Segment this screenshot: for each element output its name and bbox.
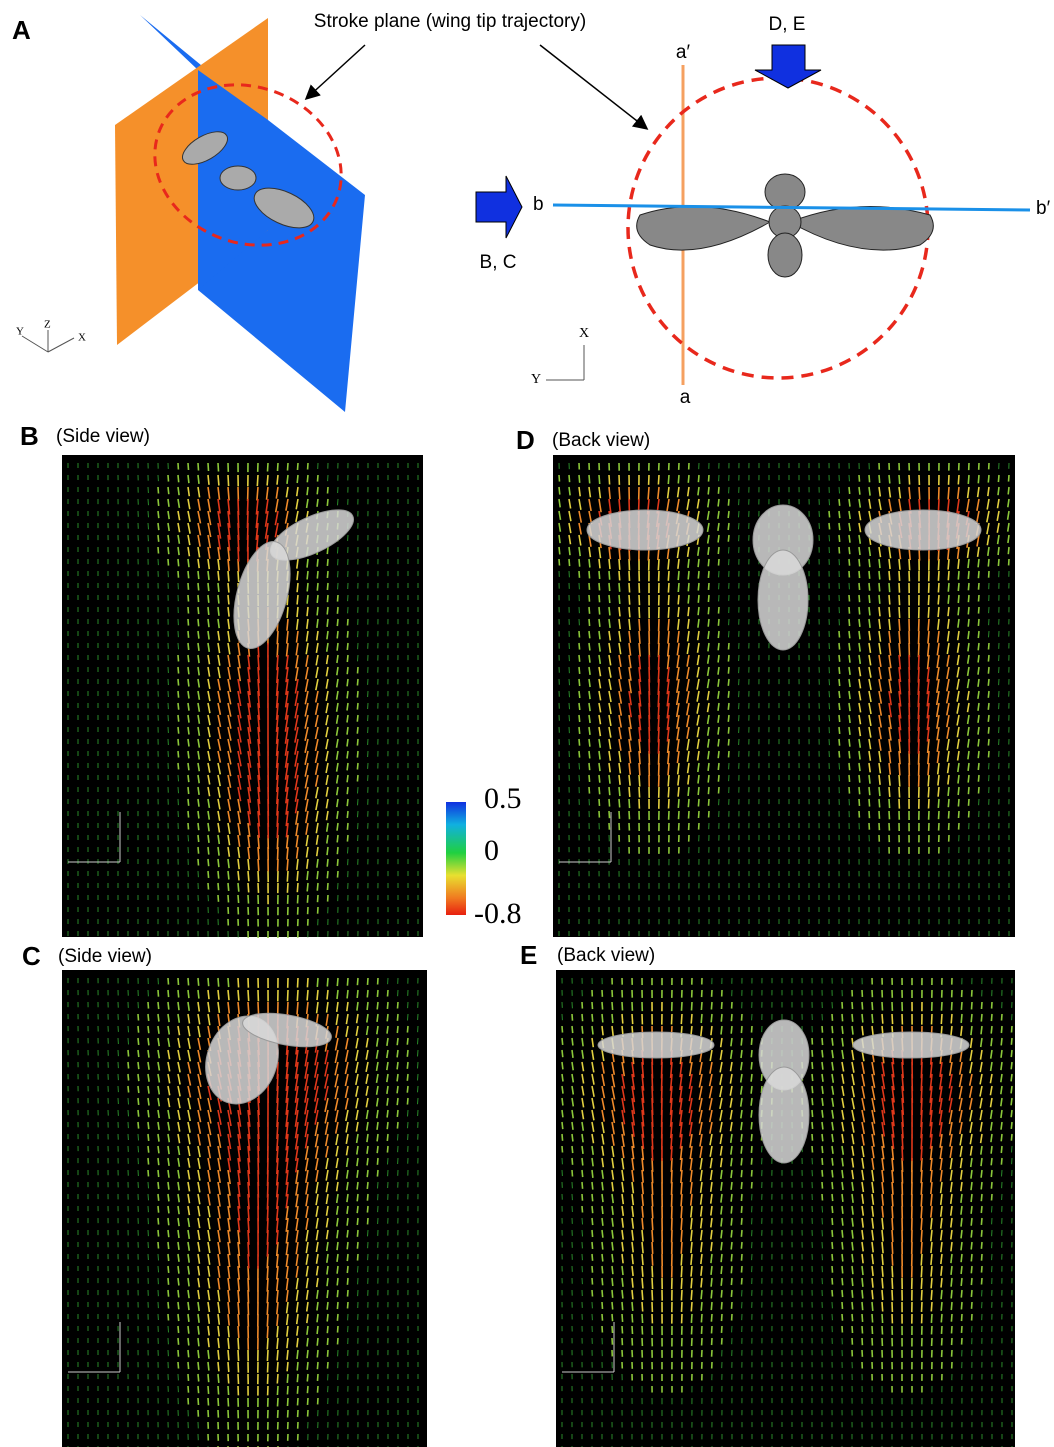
axis-label: Z	[44, 319, 51, 331]
view-label: D, E	[769, 14, 806, 35]
flow-panel	[62, 455, 423, 937]
callout-arrow	[307, 45, 365, 98]
axis-label: X	[78, 332, 86, 344]
view-arrow	[476, 176, 522, 238]
axis-label: Y	[531, 372, 541, 387]
plane-label: a	[680, 387, 691, 408]
figure: A Stroke plane (wing tip trajectory) Y Z…	[0, 0, 1054, 1447]
insect-model	[598, 1032, 714, 1058]
page: A Stroke plane (wing tip trajectory) Y Z…	[0, 0, 1054, 1447]
colorbar	[446, 802, 466, 915]
insect-model	[853, 1032, 969, 1058]
axis-triad	[546, 345, 584, 380]
flow-fields	[62, 455, 1015, 1447]
callout-arrow	[540, 45, 646, 128]
panel-caption: (Side view)	[58, 946, 152, 967]
plane-label: a′	[676, 42, 691, 63]
plane-label: b	[533, 194, 544, 215]
panel-label: C	[22, 941, 41, 971]
panel-label: A	[12, 15, 31, 45]
view-arrow	[755, 45, 821, 88]
panel-caption: (Side view)	[56, 426, 150, 447]
colorbar-label: 0	[484, 834, 499, 867]
insect-model	[637, 174, 934, 277]
plane-label: b′	[1036, 198, 1051, 219]
panel-caption: (Back view)	[552, 430, 650, 451]
insect-model	[758, 550, 808, 650]
view-label: B, C	[480, 252, 517, 273]
insect-model	[865, 510, 981, 550]
callout: Stroke plane (wing tip trajectory)	[314, 11, 586, 32]
axis-triad	[22, 330, 74, 352]
panel-label: B	[20, 421, 39, 451]
panel-label: D	[516, 425, 535, 455]
colorbar-label: 0.5	[484, 782, 522, 815]
insect-model	[759, 1067, 809, 1163]
insect-model	[587, 510, 703, 550]
colorbar-label: -0.8	[474, 897, 522, 930]
axis-label: X	[579, 326, 589, 341]
panel-caption: (Back view)	[557, 945, 655, 966]
axis-label: Y	[16, 326, 24, 338]
panel-label: E	[520, 940, 537, 970]
